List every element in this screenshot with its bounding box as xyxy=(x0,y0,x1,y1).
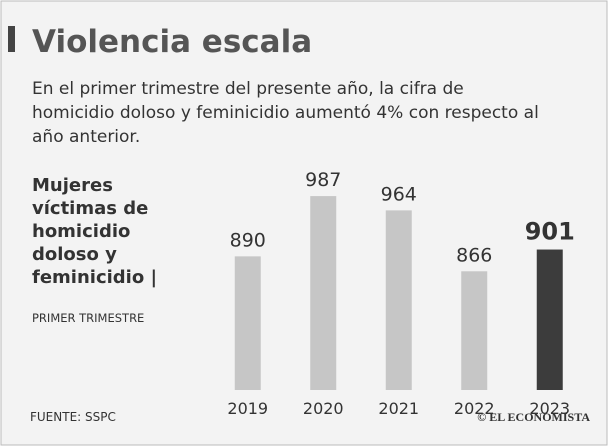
x-tick-label: 2020 xyxy=(303,399,344,418)
value-label: 987 xyxy=(305,169,341,191)
bar xyxy=(461,271,488,390)
bar xyxy=(536,249,563,390)
value-label: 901 xyxy=(525,218,575,246)
bar xyxy=(234,256,261,390)
x-tick-label: 2022 xyxy=(454,399,495,418)
value-label: 866 xyxy=(456,244,492,266)
series-label: feminicidio | xyxy=(32,267,157,288)
subtitle: año anterior. xyxy=(32,127,140,147)
title-marker xyxy=(8,26,15,52)
subtitle: En el primer trimestre del presente año,… xyxy=(32,79,464,99)
series-label: víctimas de xyxy=(32,198,148,219)
chart-title: Violencia escala xyxy=(32,24,312,60)
credit: © EL ECONOMISTA xyxy=(477,410,590,424)
x-tick-label: 2021 xyxy=(378,399,419,418)
bar xyxy=(385,210,412,390)
x-tick-label: 2023 xyxy=(529,399,570,418)
series-label: homicidio xyxy=(32,221,130,242)
x-tick-label: 2019 xyxy=(227,399,268,418)
series-label: doloso y xyxy=(32,244,117,265)
subtitle: homicidio doloso y feminicidio aumentó 4… xyxy=(32,103,539,123)
value-label: 964 xyxy=(381,183,417,205)
value-label: 890 xyxy=(230,229,266,251)
series-note: PRIMER TRIMESTRE xyxy=(32,311,144,325)
bar xyxy=(310,196,337,390)
series-label: Mujeres xyxy=(32,175,113,196)
source: FUENTE: SSPC xyxy=(30,410,116,424)
